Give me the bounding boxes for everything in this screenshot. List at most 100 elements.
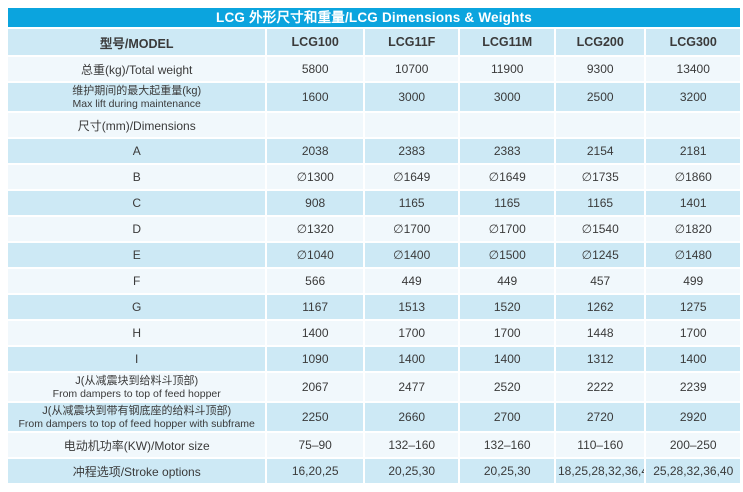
value-cell: 75–90 [267, 433, 363, 457]
table-row: 总重(kg)/Total weight 5800 10700 11900 9300 134… [8, 57, 740, 81]
row-label: H [8, 321, 266, 345]
value-cell: 2500 [555, 83, 645, 111]
row-label-en: Max lift during maintenance [72, 97, 201, 110]
table-row: I 1090 1400 1400 1312 1400 [8, 347, 740, 371]
value-cell [646, 113, 740, 137]
value-cell: 11900 [460, 57, 554, 81]
value-cell: ∅1700 [460, 217, 554, 241]
row-label: J(从减震块到带有钢底座的给料斗顶部) From dampers to top o… [8, 403, 266, 431]
row-label: 冲程选项/Stroke options [8, 459, 266, 483]
row-label: B [8, 165, 266, 189]
row-label: I [8, 347, 266, 371]
value-cell: 2920 [646, 403, 740, 431]
column-header: LCG11M [460, 29, 554, 55]
value-cell: 1167 [267, 295, 363, 319]
value-cell: 1700 [646, 321, 740, 345]
table-row: 尺寸(mm)/Dimensions [8, 113, 740, 137]
table-title: LCG 外形尺寸和重量/LCG Dimensions & Weights [8, 8, 740, 27]
value-cell: 10700 [364, 57, 459, 81]
value-cell: 2154 [555, 139, 645, 163]
value-cell: 499 [646, 269, 740, 293]
value-cell: 3000 [460, 83, 554, 111]
value-cell: 132–160 [364, 433, 459, 457]
table-row: J(从减震块到给料斗顶部) From dampers to top of feed… [8, 373, 740, 401]
value-cell: ∅1860 [646, 165, 740, 189]
row-label: C [8, 191, 266, 215]
value-cell: 25,28,32,36,40 [646, 459, 740, 483]
value-cell: 1700 [364, 321, 459, 345]
value-cell: 1262 [555, 295, 645, 319]
value-cell: 1400 [646, 347, 740, 371]
value-cell: ∅1700 [364, 217, 459, 241]
value-cell: ∅1540 [555, 217, 645, 241]
column-header: LCG200 [555, 29, 645, 55]
row-label: E [8, 243, 266, 267]
value-cell: ∅1245 [555, 243, 645, 267]
value-cell: 132–160 [460, 433, 554, 457]
value-cell: 1400 [460, 347, 554, 371]
value-cell: 3000 [364, 83, 459, 111]
value-cell: 13400 [646, 57, 740, 81]
value-cell: 1165 [460, 191, 554, 215]
table-row: G 1167 1513 1520 1262 1275 [8, 295, 740, 319]
value-cell [555, 113, 645, 137]
table-row: D ∅1320 ∅1700 ∅1700 ∅1540 ∅1820 [8, 217, 740, 241]
value-cell: ∅1400 [364, 243, 459, 267]
value-cell: 2383 [364, 139, 459, 163]
value-cell: 2700 [460, 403, 554, 431]
value-cell: 566 [267, 269, 363, 293]
value-cell: 200–250 [646, 433, 740, 457]
table-row: B ∅1300 ∅1649 ∅1649 ∅1735 ∅1860 [8, 165, 740, 189]
value-cell: 1513 [364, 295, 459, 319]
value-cell: 2250 [267, 403, 363, 431]
header-row: 型号/MODEL LCG100 LCG11F LCG11M LCG200 LCG300 [8, 29, 740, 55]
value-cell: 2720 [555, 403, 645, 431]
value-cell: 1700 [460, 321, 554, 345]
value-cell: 2239 [646, 373, 740, 401]
row-label-en: From dampers to top of feed hopper with … [18, 417, 255, 430]
value-cell: ∅1320 [267, 217, 363, 241]
table-row: A 2038 2383 2383 2154 2181 [8, 139, 740, 163]
value-cell: 110–160 [555, 433, 645, 457]
table-row: 电动机功率(KW)/Motor size 75–90 132–160 132–160 1… [8, 433, 740, 457]
value-cell: 2660 [364, 403, 459, 431]
row-label: A [8, 139, 266, 163]
value-cell: 1275 [646, 295, 740, 319]
table-row: C 908 1165 1165 1165 1401 [8, 191, 740, 215]
value-cell: 449 [460, 269, 554, 293]
value-cell: 3200 [646, 83, 740, 111]
value-cell: 1520 [460, 295, 554, 319]
row-label-en: From dampers to top of feed hopper [52, 387, 221, 400]
value-cell: 1400 [364, 347, 459, 371]
value-cell: ∅1820 [646, 217, 740, 241]
row-label: 电动机功率(KW)/Motor size [8, 433, 266, 457]
value-cell: 1090 [267, 347, 363, 371]
value-cell: 457 [555, 269, 645, 293]
value-cell: 449 [364, 269, 459, 293]
column-header: LCG300 [646, 29, 740, 55]
value-cell: 1165 [364, 191, 459, 215]
model-column-header: 型号/MODEL [8, 29, 266, 55]
table-row: 冲程选项/Stroke options 16,20,25 20,25,30 20,25… [8, 459, 740, 483]
column-header: LCG100 [267, 29, 363, 55]
value-cell: ∅1649 [364, 165, 459, 189]
value-cell: 1312 [555, 347, 645, 371]
value-cell: 20,25,30 [460, 459, 554, 483]
value-cell: ∅1480 [646, 243, 740, 267]
row-label: G [8, 295, 266, 319]
table-row: 维护期间的最大起重量(kg) Max lift during maintenanc… [8, 83, 740, 111]
column-header: LCG11F [364, 29, 459, 55]
value-cell: 9300 [555, 57, 645, 81]
row-label: J(从减震块到给料斗顶部) From dampers to top of feed… [8, 373, 266, 401]
value-cell: 5800 [267, 57, 363, 81]
value-cell: 2477 [364, 373, 459, 401]
spec-table: 型号/MODEL LCG100 LCG11F LCG11M LCG200 LCG300 总… [6, 27, 742, 485]
value-cell: 16,20,25 [267, 459, 363, 483]
value-cell: 20,25,30 [364, 459, 459, 483]
value-cell: ∅1300 [267, 165, 363, 189]
table-row: F 566 449 449 457 499 [8, 269, 740, 293]
value-cell: ∅1040 [267, 243, 363, 267]
value-cell: 1400 [267, 321, 363, 345]
value-cell [364, 113, 459, 137]
table-row: E ∅1040 ∅1400 ∅1500 ∅1245 ∅1480 [8, 243, 740, 267]
